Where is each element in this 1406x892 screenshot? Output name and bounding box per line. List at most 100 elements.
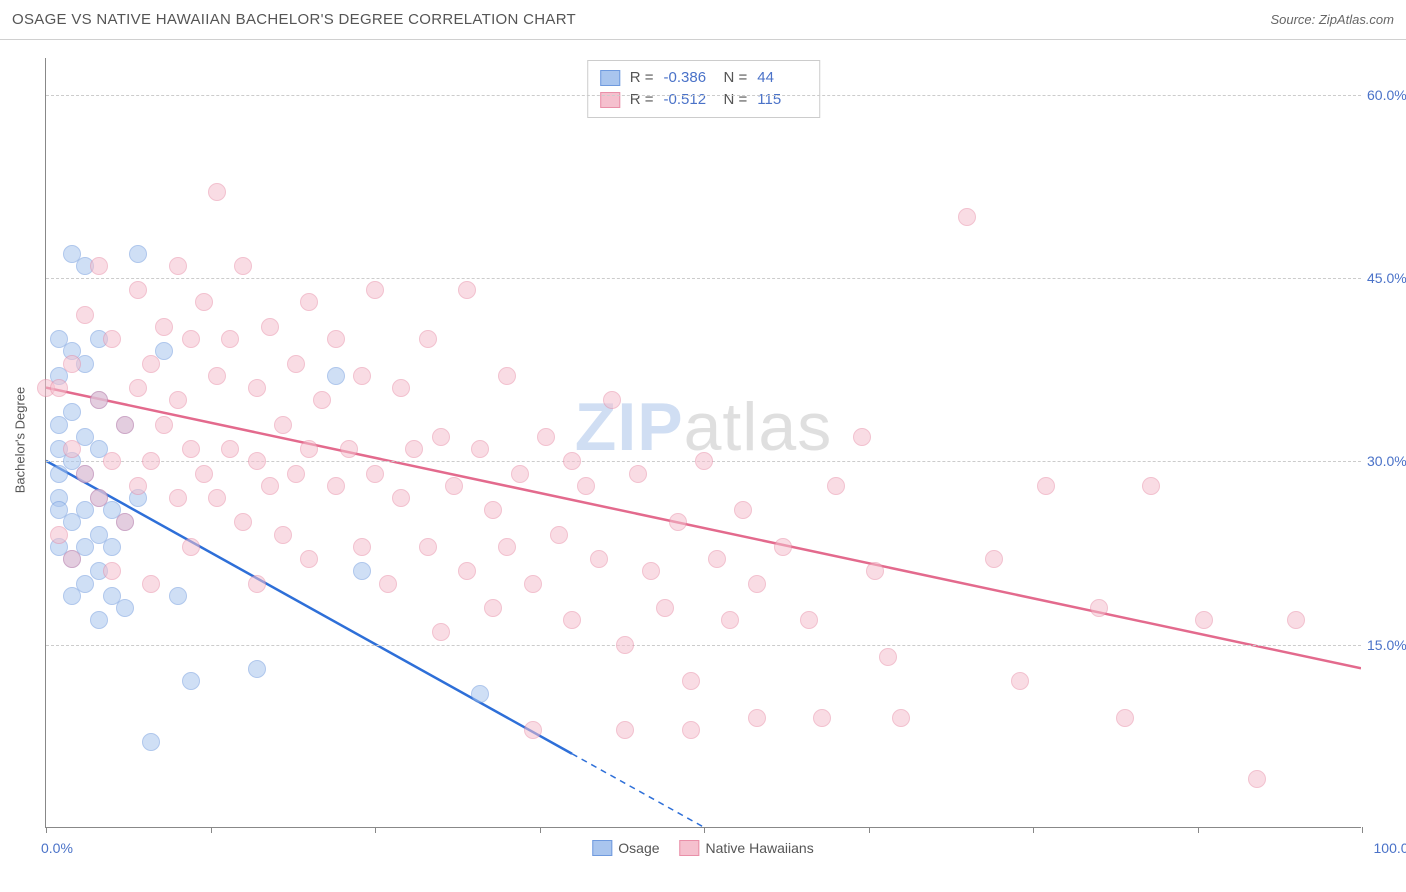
r-value: -0.512 xyxy=(664,89,714,111)
n-value: 44 xyxy=(757,67,807,89)
data-point xyxy=(142,733,160,751)
gridline xyxy=(46,645,1361,646)
x-axis-start-label: 0.0% xyxy=(41,840,73,856)
data-point xyxy=(63,550,81,568)
data-point xyxy=(642,562,660,580)
data-point xyxy=(169,587,187,605)
data-point xyxy=(129,477,147,495)
data-point xyxy=(248,452,266,470)
data-point xyxy=(353,562,371,580)
data-point xyxy=(90,391,108,409)
data-point xyxy=(169,391,187,409)
legend-item: Osage xyxy=(592,840,659,856)
data-point xyxy=(353,367,371,385)
watermark-zip: ZIP xyxy=(575,389,684,465)
data-point xyxy=(129,245,147,263)
data-point xyxy=(682,721,700,739)
n-label: N = xyxy=(724,89,748,111)
data-point xyxy=(866,562,884,580)
data-point xyxy=(116,416,134,434)
data-point xyxy=(366,465,384,483)
data-point xyxy=(90,611,108,629)
data-point xyxy=(669,513,687,531)
data-point xyxy=(287,465,305,483)
series-legend: OsageNative Hawaiians xyxy=(592,840,813,856)
data-point xyxy=(563,452,581,470)
data-point xyxy=(50,379,68,397)
data-point xyxy=(366,281,384,299)
data-point xyxy=(195,465,213,483)
data-point xyxy=(484,501,502,519)
legend-swatch xyxy=(600,70,620,86)
data-point xyxy=(813,709,831,727)
data-point xyxy=(261,318,279,336)
n-value: 115 xyxy=(757,89,807,111)
data-point xyxy=(169,257,187,275)
chart-source: Source: ZipAtlas.com xyxy=(1270,12,1394,27)
stats-row: R =-0.512N =115 xyxy=(600,89,808,111)
source-name: ZipAtlas.com xyxy=(1319,12,1394,27)
r-value: -0.386 xyxy=(664,67,714,89)
data-point xyxy=(182,440,200,458)
data-point xyxy=(182,672,200,690)
legend-swatch xyxy=(592,840,612,856)
data-point xyxy=(498,538,516,556)
data-point xyxy=(748,709,766,727)
data-point xyxy=(76,306,94,324)
data-point xyxy=(432,623,450,641)
trend-lines xyxy=(46,58,1361,827)
x-tick xyxy=(869,827,870,833)
data-point xyxy=(958,208,976,226)
data-point xyxy=(748,575,766,593)
data-point xyxy=(471,685,489,703)
data-point xyxy=(234,513,252,531)
data-point xyxy=(63,403,81,421)
data-point xyxy=(129,379,147,397)
chart-header: OSAGE VS NATIVE HAWAIIAN BACHELOR'S DEGR… xyxy=(0,0,1406,40)
chart-title: OSAGE VS NATIVE HAWAIIAN BACHELOR'S DEGR… xyxy=(12,11,576,28)
data-point xyxy=(774,538,792,556)
r-label: R = xyxy=(630,67,654,89)
legend-swatch xyxy=(680,840,700,856)
data-point xyxy=(116,599,134,617)
data-point xyxy=(577,477,595,495)
plot-region: ZIPatlas R =-0.386N =44R =-0.512N =115 xyxy=(45,58,1361,828)
stats-legend: R = -0.386 N = 44R = -0.512 N = 115 xyxy=(587,60,821,118)
data-point xyxy=(327,367,345,385)
data-point xyxy=(155,318,173,336)
data-point xyxy=(524,575,542,593)
data-point xyxy=(155,416,173,434)
data-point xyxy=(116,513,134,531)
data-point xyxy=(511,465,529,483)
data-point xyxy=(405,440,423,458)
data-point xyxy=(419,330,437,348)
data-point xyxy=(1195,611,1213,629)
data-point xyxy=(274,526,292,544)
legend-label: Osage xyxy=(618,840,659,856)
data-point xyxy=(287,355,305,373)
data-point xyxy=(1011,672,1029,690)
data-point xyxy=(471,440,489,458)
x-tick xyxy=(211,827,212,833)
data-point xyxy=(695,452,713,470)
data-point xyxy=(50,526,68,544)
data-point xyxy=(234,257,252,275)
data-point xyxy=(1037,477,1055,495)
data-point xyxy=(353,538,371,556)
x-tick xyxy=(1198,827,1199,833)
x-tick xyxy=(1362,827,1363,833)
data-point xyxy=(853,428,871,446)
data-point xyxy=(129,281,147,299)
data-point xyxy=(300,440,318,458)
data-point xyxy=(195,293,213,311)
data-point xyxy=(603,391,621,409)
n-label: N = xyxy=(724,67,748,89)
data-point xyxy=(379,575,397,593)
data-point xyxy=(484,599,502,617)
data-point xyxy=(721,611,739,629)
data-point xyxy=(656,599,674,617)
data-point xyxy=(498,367,516,385)
stats-row: R = -0.386 N = 44 xyxy=(600,67,808,89)
data-point xyxy=(248,660,266,678)
data-point xyxy=(63,355,81,373)
